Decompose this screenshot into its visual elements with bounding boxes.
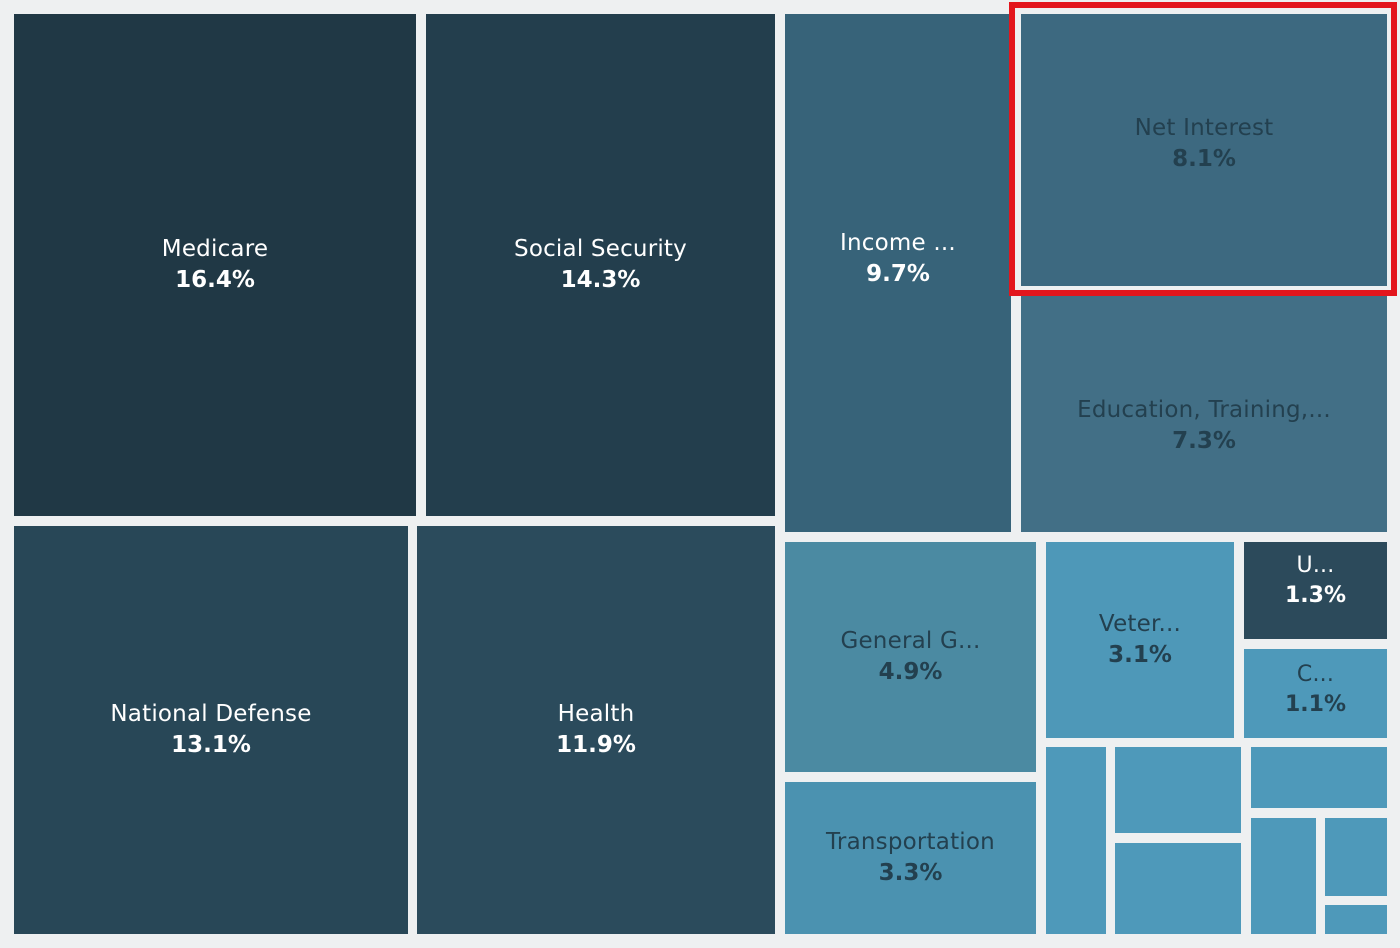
treemap-tile-label: Health	[557, 700, 635, 727]
treemap-tile-value: 4.9%	[878, 659, 943, 685]
treemap-tile-value: 3.3%	[878, 860, 943, 886]
treemap-tile-unlabeled-1[interactable]	[1046, 747, 1106, 934]
treemap-tile-unlabeled-6[interactable]	[1325, 818, 1387, 896]
treemap-tile-national-defense[interactable]: National Defense 13.1%	[14, 526, 408, 934]
treemap-tile-unlabeled-2[interactable]	[1115, 747, 1241, 833]
treemap-tile-value: 9.7%	[866, 261, 930, 287]
treemap-tile-label: National Defense	[110, 700, 312, 727]
treemap-tile-label: Net Interest	[1134, 114, 1274, 141]
treemap-tile-label: U...	[1296, 552, 1335, 578]
treemap-tile-value: 8.1%	[1172, 146, 1236, 172]
treemap-tile-education[interactable]: Education, Training,... 7.3%	[1021, 296, 1387, 532]
treemap-tile-health[interactable]: Health 11.9%	[417, 526, 775, 934]
treemap-tile-label: General G...	[840, 627, 981, 654]
treemap-tile-value: 11.9%	[556, 732, 636, 758]
treemap-tile-net-interest[interactable]: Net Interest 8.1%	[1021, 14, 1387, 286]
treemap-tile-value: 14.3%	[560, 267, 641, 293]
treemap-tile-value: 7.3%	[1172, 428, 1236, 454]
treemap-tile-value: 1.1%	[1284, 691, 1346, 717]
treemap-tile-veterans[interactable]: Veter... 3.1%	[1046, 542, 1234, 738]
treemap-tile-label: Transportation	[826, 828, 995, 855]
treemap-tile-social-security[interactable]: Social Security 14.3%	[426, 14, 775, 516]
treemap-tile-label: Education, Training,...	[1077, 396, 1331, 423]
treemap-tile-medicare[interactable]: Medicare 16.4%	[14, 14, 416, 516]
treemap-tile-unlabeled-5[interactable]	[1251, 818, 1316, 934]
treemap-tile-label: C...	[1296, 661, 1335, 687]
treemap-tile-transportation[interactable]: Transportation 3.3%	[785, 782, 1036, 934]
treemap-tile-label: Medicare	[161, 235, 269, 262]
treemap-tile-value: 13.1%	[171, 732, 251, 758]
treemap-tile-label: Income ...	[840, 229, 956, 256]
treemap-tile-value: 3.1%	[1108, 642, 1172, 668]
treemap-tile-value: 16.4%	[175, 267, 255, 293]
treemap-tile-label: Veter...	[1098, 610, 1182, 637]
treemap-tile-label: Social Security	[514, 235, 687, 262]
treemap-tile-general-government[interactable]: General G... 4.9%	[785, 542, 1036, 772]
treemap-tile-unlabeled-3[interactable]	[1115, 843, 1241, 934]
treemap-tile-unlabeled-7[interactable]	[1325, 905, 1387, 934]
treemap-tile-income[interactable]: Income ... 9.7%	[785, 14, 1011, 532]
treemap-tile-c[interactable]: C... 1.1%	[1244, 649, 1387, 738]
treemap-tile-unlabeled-4[interactable]	[1251, 747, 1387, 808]
treemap-tile-value: 1.3%	[1284, 582, 1346, 608]
treemap-tile-u[interactable]: U... 1.3%	[1244, 542, 1387, 639]
